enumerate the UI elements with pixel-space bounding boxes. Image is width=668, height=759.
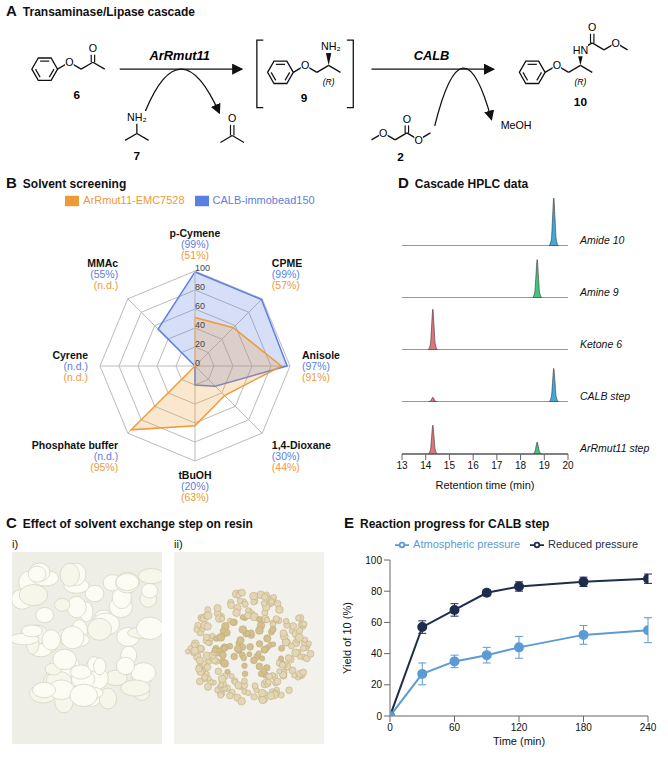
svg-text:Cyrene(n.d.)(n.d.): Cyrene(n.d.)(n.d.) [52, 349, 88, 383]
html-text:Atmospheric pressure: Atmospheric pressure [413, 538, 521, 550]
svg-text:Retention time (min): Retention time (min) [435, 479, 534, 491]
svg-text:0: 0 [376, 711, 382, 722]
svg-text:14: 14 [420, 460, 432, 471]
svg-text:ArRmut11: ArRmut11 [148, 48, 209, 63]
svg-text:O: O [228, 112, 236, 124]
svg-text:2: 2 [397, 150, 404, 163]
svg-text:180: 180 [575, 722, 592, 733]
html-text:CALB step: CALB step [580, 390, 631, 402]
svg-text:16: 16 [468, 460, 480, 471]
html-text:i): i) [12, 538, 19, 550]
svg-text:1,4-Dioxane(30%)(44%): 1,4-Dioxane(30%)(44%) [272, 439, 331, 473]
html-text:Reaction progress for CALB ste: Reaction progress for CALB step [360, 517, 550, 531]
svg-text:HN: HN [573, 44, 588, 56]
svg-text:O: O [414, 134, 422, 146]
svg-text:O: O [612, 37, 620, 49]
html-text:Amide 10: Amide 10 [580, 234, 625, 246]
svg-text:Anisole(97%)(91%): Anisole(97%)(91%) [302, 349, 340, 383]
svg-text:100: 100 [365, 555, 382, 566]
svg-text:60: 60 [371, 617, 383, 628]
svg-text:17: 17 [491, 460, 503, 471]
html-text:Reduced pressure: Reduced pressure [548, 538, 638, 550]
svg-text:NH₂: NH₂ [127, 111, 147, 123]
html-text:ArRmut11-EMC7528: ArRmut11-EMC7528 [83, 194, 185, 206]
html-text:A Transaminase/Lipase cascade: A Transaminase/Lipase cascade [6, 2, 195, 19]
svg-text:p-Cymene(99%)(51%): p-Cymene(99%)(51%) [170, 227, 221, 261]
svg-text:O: O [553, 59, 561, 71]
svg-text:15: 15 [444, 460, 456, 471]
svg-text:0: 0 [387, 722, 393, 733]
svg-text:Time (min): Time (min) [493, 735, 545, 747]
svg-text:60: 60 [195, 301, 205, 311]
svg-text:80: 80 [371, 586, 383, 597]
html-text:ArRmut11 step: ArRmut11 step [580, 442, 650, 454]
html-text:E: E [344, 514, 354, 531]
svg-text:40: 40 [371, 648, 383, 659]
svg-text:Phosphate buffer(n.d.)(95%): Phosphate buffer(n.d.)(95%) [32, 439, 118, 473]
svg-text:MeOH: MeOH [501, 119, 532, 131]
svg-text:MMAc(55%)(n.d.): MMAc(55%)(n.d.) [87, 257, 118, 291]
svg-text:20: 20 [562, 460, 574, 471]
svg-text:13: 13 [396, 460, 408, 471]
svg-text:O: O [403, 113, 411, 125]
html-text:ii): ii) [174, 538, 183, 550]
svg-text:80: 80 [195, 282, 205, 292]
svg-text:(R): (R) [574, 77, 586, 87]
svg-text:O: O [89, 42, 97, 54]
svg-text:Yield of 10 (%): Yield of 10 (%) [341, 602, 353, 674]
svg-text:(R): (R) [323, 77, 335, 87]
svg-text:CALB: CALB [414, 48, 450, 63]
svg-text:19: 19 [539, 460, 551, 471]
svg-text:20: 20 [371, 679, 383, 690]
svg-text:CPME(99%)(57%): CPME(99%)(57%) [272, 257, 302, 291]
svg-text:NH₂: NH₂ [321, 40, 341, 52]
html-text:CALB-immobead150: CALB-immobead150 [212, 194, 315, 206]
svg-text:60: 60 [449, 722, 461, 733]
svg-text:40: 40 [195, 320, 205, 330]
html-text:Ketone 6: Ketone 6 [580, 338, 622, 350]
svg-text:100: 100 [195, 263, 210, 273]
svg-text:240: 240 [640, 722, 657, 733]
html-text:Amine 9: Amine 9 [580, 286, 619, 298]
html-text:D Cascade HPLC data: D Cascade HPLC data [398, 174, 529, 191]
svg-text:20: 20 [195, 339, 205, 349]
svg-text:0: 0 [195, 358, 200, 368]
svg-text:9: 9 [301, 91, 308, 104]
svg-text:18: 18 [515, 460, 527, 471]
html-text:C Effect of solvent exchange s: C Effect of solvent exchange step on res… [6, 514, 253, 531]
svg-text:120: 120 [511, 722, 528, 733]
svg-text:O: O [301, 59, 309, 71]
svg-text:O: O [588, 22, 596, 33]
svg-text:7: 7 [134, 149, 141, 162]
svg-text:O: O [65, 56, 73, 68]
svg-text:10: 10 [574, 95, 588, 108]
svg-text:tBuOH(20%)(63%): tBuOH(20%)(63%) [178, 469, 211, 503]
svg-text:6: 6 [74, 88, 81, 101]
html-text:B Solvent screening: B Solvent screening [6, 174, 127, 191]
svg-text:O: O [379, 127, 387, 139]
